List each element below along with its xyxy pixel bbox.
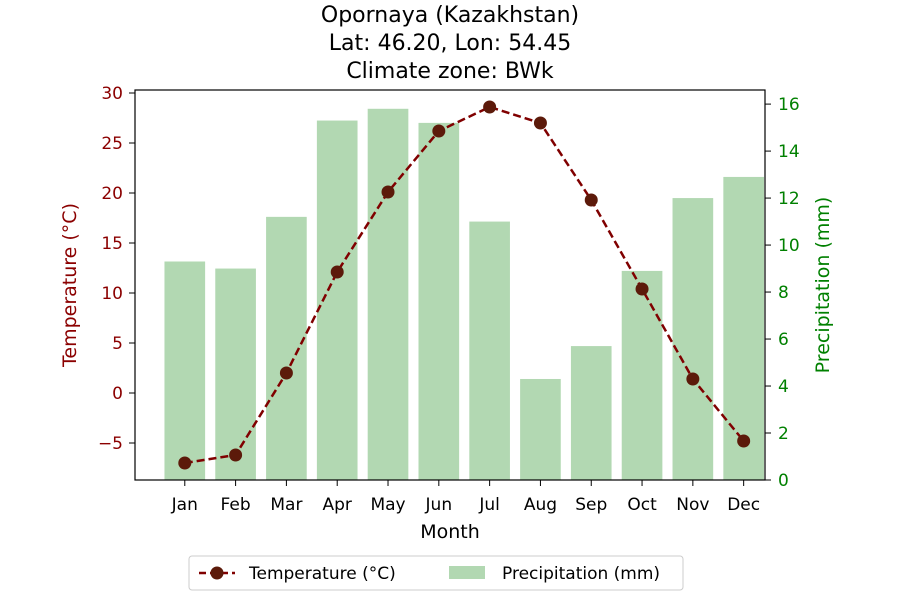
temperature-tick-label: 30: [101, 84, 123, 104]
precipitation-tick-label: 0: [778, 471, 789, 491]
temperature-point-mar: [279, 366, 293, 380]
precipitation-tick-label: 16: [778, 95, 800, 115]
legend: Temperature (°C) Precipitation (mm): [188, 555, 684, 591]
temperature-point-nov: [686, 372, 700, 386]
temperature-tick-label: 15: [101, 234, 123, 254]
month-tick-label: Feb: [221, 495, 251, 515]
month-tick-label: Mar: [270, 495, 302, 515]
temperature-tick-label: 5: [112, 334, 123, 354]
temperature-line: [184, 105, 745, 465]
temperature-point-jan: [178, 456, 192, 470]
precipitation-tick-label: 4: [778, 377, 789, 397]
legend-frame: [188, 555, 684, 591]
temperature-tick-label: 20: [101, 184, 123, 204]
month-tick-label: May: [370, 495, 405, 515]
precipitation-bar-jun: [418, 122, 460, 480]
precipitation-bar-nov: [672, 198, 714, 480]
precipitation-tick-label: 2: [778, 424, 789, 444]
month-tick-label: Sep: [575, 495, 607, 515]
temperature-point-dec: [737, 434, 751, 448]
precipitation-bar-dec: [723, 176, 764, 480]
precipitation-tick-label: 12: [778, 189, 800, 209]
legend-temperature-label: Temperature (°C): [248, 564, 396, 584]
title-line-3: Climate zone: BWk: [346, 59, 554, 84]
month-tick-label: Jul: [478, 495, 500, 515]
temperature-tick-label: 25: [101, 134, 123, 154]
month-tick-label: Dec: [727, 495, 760, 515]
precipitation-bar-sep: [570, 346, 612, 480]
temperature-axis: −5 0 5 10 15 20 25 30: [98, 84, 135, 454]
month-axis: Jan Feb Mar Apr May Jun Jul Aug Sep Oct Nov Dec: [171, 480, 760, 515]
temperature-tick-label: 0: [112, 384, 123, 404]
temperature-point-jun: [432, 124, 446, 138]
precipitation-bar-oct: [621, 270, 663, 480]
precipitation-axis: 0 2 4 6 8 10 12 14 16: [765, 95, 800, 491]
title-line-1: Opornaya (Kazakhstan): [321, 3, 579, 28]
title-line-2: Lat: 46.20, Lon: 54.45: [329, 31, 571, 56]
month-tick-label: Apr: [322, 495, 351, 515]
precipitation-tick-label: 8: [778, 283, 789, 303]
month-tick-label: Aug: [524, 495, 557, 515]
x-axis-label: Month: [420, 521, 480, 543]
precipitation-axis-label: Precipitation (mm): [812, 197, 834, 374]
temperature-tick-label: 10: [101, 284, 123, 304]
precipitation-bar-may: [367, 108, 409, 481]
legend-precipitation-label: Precipitation (mm): [502, 564, 660, 584]
precipitation-bar-jan: [164, 261, 206, 480]
precipitation-bar-mar: [266, 216, 307, 480]
temperature-point-feb: [229, 448, 243, 462]
precipitation-bar-feb: [215, 268, 256, 480]
temperature-point-apr: [330, 265, 344, 279]
plot-frame: [134, 89, 766, 481]
temperature-tick-label: −5: [98, 434, 123, 454]
month-tick-label: Oct: [627, 495, 657, 515]
precipitation-tick-label: 14: [778, 142, 800, 162]
temperature-point-jul: [483, 100, 497, 114]
chart-title: Opornaya (Kazakhstan) Lat: 46.20, Lon: 5…: [321, 3, 579, 84]
month-tick-label: Nov: [676, 495, 709, 515]
legend-precipitation-swatch: [449, 566, 485, 579]
legend-temperature-marker: [210, 566, 224, 580]
temperature-axis-label: Temperature (°C): [59, 203, 81, 368]
temperature-point-aug: [533, 116, 547, 130]
precipitation-bar-jul: [469, 221, 510, 480]
temperature-point-oct: [635, 282, 649, 296]
precipitation-tick-label: 10: [778, 236, 800, 256]
precipitation-tick-label: 6: [778, 330, 789, 350]
month-tick-label: Jun: [425, 495, 453, 515]
temperature-point-may: [381, 185, 395, 199]
month-tick-label: Jan: [171, 495, 198, 515]
precipitation-bars: [164, 108, 764, 481]
precipitation-bar-aug: [520, 378, 561, 480]
temperature-point-sep: [584, 193, 598, 207]
temperature-series: [178, 100, 751, 470]
